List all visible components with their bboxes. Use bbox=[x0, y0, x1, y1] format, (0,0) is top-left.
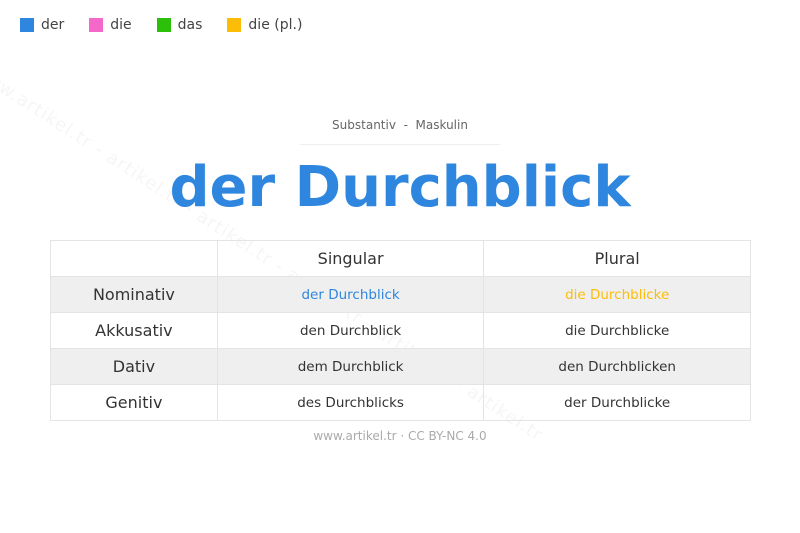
legend-item-der: der bbox=[20, 17, 64, 33]
singular-cell: den Durchblick bbox=[216, 312, 485, 349]
header-empty bbox=[50, 240, 218, 277]
plural-cell: den Durchblicken bbox=[483, 348, 751, 385]
pink-swatch-icon bbox=[89, 18, 104, 32]
plural-cell: der Durchblicke bbox=[483, 384, 751, 421]
legend-item-die-plural: die (pl.) bbox=[227, 17, 302, 33]
legend-label: das bbox=[177, 17, 203, 33]
table-header-row: Singular Plural bbox=[50, 240, 751, 277]
blue-swatch-icon bbox=[20, 18, 34, 32]
legend-label: die bbox=[110, 17, 132, 33]
yellow-swatch-icon bbox=[227, 18, 242, 32]
declension-table: Singular Plural Nominativ der Durchblick… bbox=[50, 240, 751, 421]
singular-cell: dem Durchblick bbox=[216, 348, 485, 385]
legend-item-die: die bbox=[89, 17, 132, 33]
table-row: Genitiv des Durchblicks der Durchblicke bbox=[50, 384, 751, 421]
table-row: Nominativ der Durchblick die Durchblicke bbox=[50, 276, 751, 313]
plural-cell: die Durchblicke bbox=[483, 312, 751, 349]
case-label: Akkusativ bbox=[50, 312, 218, 349]
legend-item-das: das bbox=[156, 17, 203, 33]
singular-cell: des Durchblicks bbox=[216, 384, 485, 421]
legend-label: die (pl.) bbox=[248, 17, 303, 33]
footer-credit: www.artikel.tr · CC BY-NC 4.0 bbox=[313, 429, 487, 443]
legend-label: der bbox=[41, 17, 65, 33]
gender-legend: der die das die (pl.) bbox=[20, 17, 327, 33]
table-row: Akkusativ den Durchblick die Durchblicke bbox=[50, 312, 751, 349]
case-label: Genitiv bbox=[50, 384, 218, 421]
divider bbox=[300, 144, 500, 145]
table-row: Dativ dem Durchblick den Durchblicken bbox=[50, 348, 751, 385]
case-label: Nominativ bbox=[50, 276, 218, 313]
singular-cell: der Durchblick bbox=[216, 276, 485, 313]
case-label: Dativ bbox=[50, 348, 218, 385]
header-plural: Plural bbox=[483, 240, 751, 277]
page-title: der Durchblick bbox=[169, 155, 631, 220]
green-swatch-icon bbox=[156, 18, 171, 32]
header-singular: Singular bbox=[216, 240, 485, 277]
plural-cell: die Durchblicke bbox=[483, 276, 751, 313]
word-type: Substantiv - Maskulin bbox=[332, 118, 468, 132]
